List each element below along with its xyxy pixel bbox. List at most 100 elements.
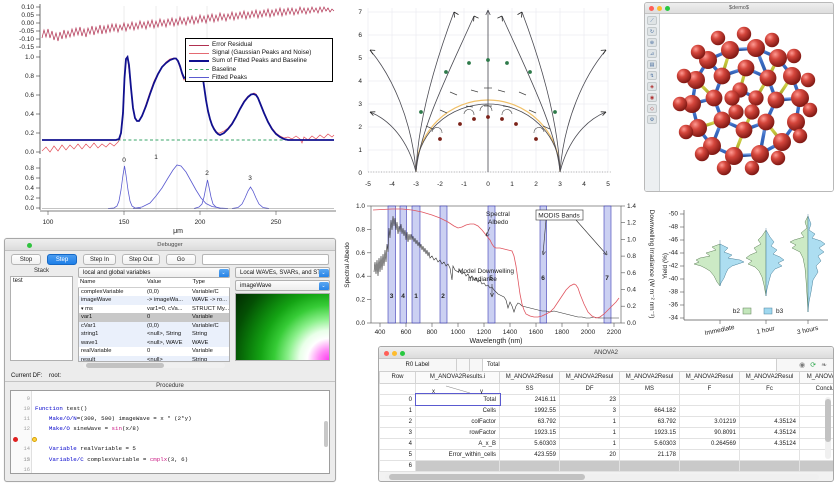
close-button[interactable]: [649, 6, 654, 11]
bond-tool-icon[interactable]: ▤: [647, 60, 657, 69]
zoom-button[interactable]: [400, 350, 405, 356]
cell-ms[interactable]: 63.792: [619, 415, 680, 428]
cell-empty[interactable]: [559, 459, 620, 472]
table-row[interactable]: imageWave -> imageWa... WAVE -> ro...: [79, 296, 229, 305]
info-icon[interactable]: ◉: [799, 362, 806, 369]
cell-fc[interactable]: 4.35124: [739, 437, 800, 450]
col-header-df[interactable]: M_ANOVA2Resul: [559, 372, 620, 384]
anova-table[interactable]: Row M_ANOVA2Results.i M_ANOVA2Resul M_AN…: [379, 372, 833, 472]
scope-popup[interactable]: local and global variables ⌄: [78, 267, 230, 278]
minimize-button[interactable]: [657, 6, 662, 11]
chevron-down-icon[interactable]: ⌄: [318, 281, 329, 290]
code-gutter[interactable]: [11, 390, 32, 473]
rotate-tool-icon[interactable]: ↻: [647, 27, 657, 36]
table-row[interactable]: cVar1 (0,0) Variable/C: [79, 321, 229, 330]
stop-button[interactable]: Stop: [11, 254, 41, 265]
table-row[interactable]: 3 rowFactor 1923.15 1 1923.15 90.8091 4.…: [379, 426, 833, 439]
row-label[interactable]: Total: [414, 393, 501, 406]
col-header-fc[interactable]: M_ANOVA2Resul: [739, 372, 800, 384]
cell-df[interactable]: 20: [559, 448, 620, 461]
anova2-window[interactable]: ANOVA2 R0 Label Total ◉ ⟳ ❧ Row M_ANOVA2…: [378, 346, 834, 482]
cell-ss[interactable]: 423.559: [499, 448, 560, 461]
step-button[interactable]: Step: [47, 254, 77, 265]
table-row[interactable]: complexVariable (0,0) Variable/C: [79, 288, 229, 297]
cell-ss[interactable]: 63.792: [499, 415, 560, 428]
cell-f[interactable]: [679, 404, 740, 417]
col-header-results[interactable]: M_ANOVA2Results.i: [415, 372, 500, 384]
table-row[interactable]: 1 Cells 1992.55 3 664.182: [379, 404, 833, 417]
go-button[interactable]: Go: [165, 254, 196, 265]
zoom-tool-icon[interactable]: ⊕: [647, 38, 657, 47]
cell-empty[interactable]: [415, 459, 500, 472]
cell-empty[interactable]: [739, 459, 800, 472]
table-row[interactable]: ▾ ms var1=0, cVa... STRUCT My...: [79, 305, 229, 314]
cell-fc[interactable]: 4.35124: [739, 426, 800, 439]
label-tool-icon[interactable]: ↯: [647, 71, 657, 80]
cell-fc[interactable]: [739, 448, 800, 461]
refresh-icon[interactable]: ⟳: [810, 362, 817, 369]
disclosure-triangle-icon[interactable]: ▾: [81, 305, 84, 312]
chevron-down-icon[interactable]: ⌄: [218, 268, 229, 277]
molecule-canvas[interactable]: [660, 14, 833, 191]
cell-fc[interactable]: [739, 404, 800, 417]
cell-ss[interactable]: 1992.55: [499, 404, 560, 417]
row-label[interactable]: colFactor: [415, 415, 500, 428]
molecule-toolbar[interactable]: ⟋ ↻ ⊕ ⊿ ▤ ↯ ◈ ◉ ◇ ⚙: [645, 14, 660, 191]
table-row[interactable]: 0 Total 2416.11 23: [379, 393, 833, 406]
cell-df[interactable]: 23: [559, 393, 620, 406]
cell-ms[interactable]: 664.182: [619, 404, 680, 417]
cell-df[interactable]: 1: [559, 426, 620, 439]
cell-f[interactable]: [679, 448, 740, 461]
minimize-button[interactable]: [392, 350, 397, 356]
row-label[interactable]: rowFactor: [415, 426, 500, 439]
table-row[interactable]: 6: [379, 459, 833, 472]
cell-fc[interactable]: [739, 393, 800, 406]
export-tool-icon[interactable]: ◇: [647, 104, 657, 113]
anova-hscrollbar[interactable]: [385, 473, 819, 480]
row-label[interactable]: A_x_B: [415, 437, 500, 450]
debugger-command-input[interactable]: [201, 254, 329, 265]
table-row[interactable]: realVariable 0 Variable: [79, 347, 229, 356]
debugger-toolbar[interactable]: Stop Step Step In Step Out Go: [5, 251, 335, 267]
window-controls[interactable]: [384, 350, 405, 356]
breakpoint-icon[interactable]: [13, 436, 18, 442]
cell-f[interactable]: 90.8091: [679, 426, 740, 439]
anova-toolbar-icons[interactable]: ◉ ⟳ ❧: [777, 359, 833, 371]
cell-ss[interactable]: 2416.11: [499, 393, 560, 406]
cell-ms[interactable]: [619, 393, 680, 406]
cell-f[interactable]: [679, 393, 740, 406]
color-tool-icon[interactable]: ◉: [647, 93, 657, 102]
chevron-down-icon[interactable]: ⌄: [318, 268, 329, 277]
variables-hscrollbar[interactable]: [83, 362, 225, 368]
procedure-code-editor[interactable]: 9 10 Function test() 11 Make/O/N=(300, 50…: [10, 389, 330, 474]
cell-ms[interactable]: 21.178: [619, 448, 680, 461]
step-in-button[interactable]: Step In: [83, 254, 117, 265]
wave-select-popup[interactable]: imageWave ⌄: [235, 280, 330, 291]
col-header-row[interactable]: Row: [379, 372, 416, 384]
measure-tool-icon[interactable]: ⊿: [647, 49, 657, 58]
row-label-value-input[interactable]: Total: [483, 359, 777, 371]
cell-empty[interactable]: [799, 459, 833, 472]
cell-ms[interactable]: 5.60303: [619, 437, 680, 450]
table-row[interactable]: var1 0 Variable: [79, 313, 229, 322]
cell-empty[interactable]: [679, 459, 740, 472]
cell-fc[interactable]: 4.35124: [739, 415, 800, 428]
settings-tool-icon[interactable]: ⚙: [647, 115, 657, 124]
molecule-title-bar[interactable]: $demo$: [645, 3, 833, 14]
code-vscrollbar[interactable]: [324, 420, 328, 447]
cell-ss[interactable]: 5.60303: [499, 437, 560, 450]
step-out-button[interactable]: Step Out: [122, 254, 160, 265]
select-tool-icon[interactable]: ⟋: [647, 16, 657, 25]
window-controls[interactable]: [649, 6, 670, 11]
cell-f[interactable]: 0.264569: [679, 437, 740, 450]
col-header-ms[interactable]: M_ANOVA2Resul: [619, 372, 680, 384]
table-row[interactable]: 2 colFactor 63.792 1 63.792 3.01219 4.35…: [379, 415, 833, 428]
stack-list-item[interactable]: test: [13, 278, 23, 284]
debugger-title-bar[interactable]: Debugger: [5, 239, 335, 251]
cell-df[interactable]: 1: [559, 437, 620, 450]
col-header-conclusion[interactable]: M_ANOVA2Resul: [799, 372, 833, 384]
anova-vscrollbar[interactable]: [825, 397, 831, 459]
table-row[interactable]: string1 <null>, String String: [79, 330, 229, 339]
close-button[interactable]: [384, 350, 389, 356]
cell-empty[interactable]: [499, 459, 560, 472]
